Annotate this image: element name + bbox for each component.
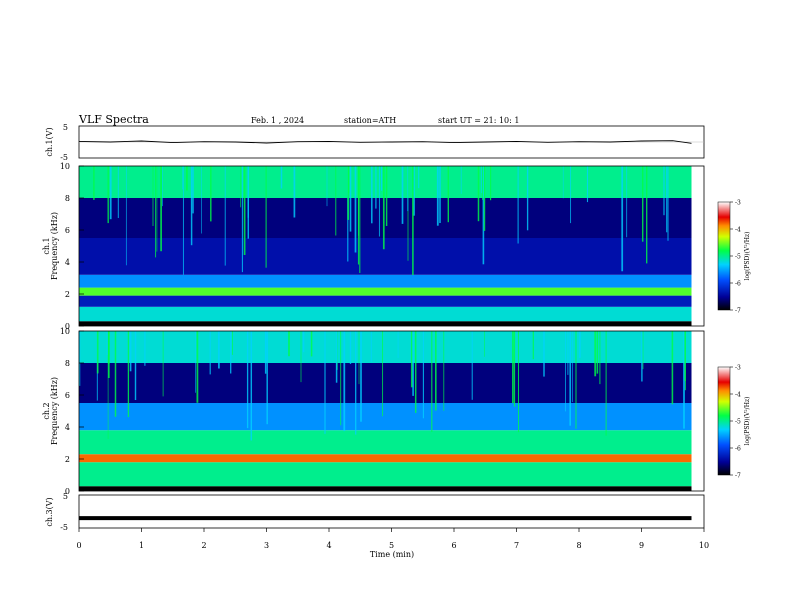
ch2-spec-band-5 <box>79 363 692 403</box>
ch2-spec-ytick-label: 6 <box>65 391 70 400</box>
ch2-spec-band-2 <box>79 454 692 463</box>
ch1-spectrogram-spikes <box>93 166 669 276</box>
ch2-colorbar-tick-label: -6 <box>735 446 741 453</box>
ch2-spectrogram-frame <box>78 330 705 492</box>
ch2-spectrogram-spikes <box>78 331 686 441</box>
ch1-colorbar-gradient <box>717 201 731 311</box>
ch1-spec-ytick-label: 8 <box>65 194 70 203</box>
time-tick-label: 2 <box>201 541 206 550</box>
ch2-channel-label: ch.2 <box>42 402 51 419</box>
ch1-colorbar-tick-label: -6 <box>735 281 741 288</box>
ch3-waveform-panel: 5 -5 ch.3(V) 0 1 2 3 4 5 6 7 8 9 10 Time (min) <box>45 492 709 559</box>
ch3-ytick-top: 5 <box>63 492 68 501</box>
ch2-colorbar-tick-label: -4 <box>735 392 741 399</box>
ch1-ytick-bottom: -5 <box>60 153 68 162</box>
ch1-colorbar-tick-label: -4 <box>735 227 741 234</box>
ch1-spec-ytick-label: 4 <box>65 258 70 267</box>
ch2-spectrogram-panel: 0 2 4 6 8 10 ch.2 Frequency (kHz) <box>42 327 705 496</box>
figure-title: VLF Spectra <box>78 113 149 126</box>
ch2-colorbar-label: log(PSD)(V²/Hz) <box>744 397 751 446</box>
ch2-colorbar-tick-label: -7 <box>735 473 741 480</box>
ch1-ytick-top: 5 <box>63 123 68 132</box>
ch1-spec-band-6 <box>79 198 692 238</box>
time-tick-label: 7 <box>514 541 519 550</box>
time-tick-label: 9 <box>639 541 644 550</box>
ch2-spec-ytick-label: 8 <box>65 359 70 368</box>
time-tick-label: 6 <box>451 541 456 550</box>
ch2-spec-band-6 <box>79 331 692 363</box>
ch1-spec-band-0 <box>79 321 692 326</box>
ch2-spec-ytick-label: 4 <box>65 423 70 432</box>
ch1-colorbar-ticks: -3 -4 -5 -6 -7 <box>730 200 741 315</box>
time-tick-label: 10 <box>699 541 709 550</box>
time-tick-label: 1 <box>139 541 144 550</box>
time-axis-label: Time (min) <box>370 550 414 559</box>
ch1-spectrogram-yticks: 0 2 4 6 8 10 <box>60 162 84 331</box>
ch1-spec-band-4 <box>79 274 692 288</box>
ch1-spec-ytick-label: 2 <box>65 290 70 299</box>
ch1-spec-ytick-label: 10 <box>60 162 70 171</box>
date-label: Feb. 1 , 2024 <box>251 116 304 125</box>
ch2-colorbar: -3 -4 -5 -6 -7 log(PSD)(V²/Hz) <box>717 365 751 480</box>
time-tick-label: 0 <box>76 541 81 550</box>
time-tick-label: 8 <box>576 541 581 550</box>
ch2-spectrogram-image <box>79 331 704 491</box>
ch1-spectrogram-panel: 0 2 4 6 8 10 ch.1 Frequency (kHz) <box>42 162 705 331</box>
station-label: station=ATH <box>344 116 396 125</box>
time-tick-label: 5 <box>389 541 394 550</box>
ch1-spectrogram-image <box>79 166 704 326</box>
ch1-colorbar: -3 -4 -5 -6 -7 log(PSD)(V²/Hz) <box>717 200 751 315</box>
ch1-spectrogram-frame <box>78 165 705 327</box>
ch2-spec-band-4 <box>79 403 692 431</box>
time-tick-label: 3 <box>264 541 269 550</box>
ch2-spec-ytick-label: 10 <box>60 327 70 336</box>
ch1-colorbar-label: log(PSD)(V²/Hz) <box>744 232 751 281</box>
time-tick-label: 4 <box>326 541 331 550</box>
ch2-colorbar-ticks: -3 -4 -5 -6 -7 <box>730 365 741 480</box>
ch1-spec-band-7 <box>79 166 692 198</box>
ch3-ytick-bottom: -5 <box>60 523 68 532</box>
ch2-frequency-label: Frequency (kHz) <box>50 377 59 445</box>
ch1-colorbar-tick-label: -5 <box>735 254 741 261</box>
ch2-colorbar-tick-label: -3 <box>735 365 741 372</box>
time-axis-ticks: 0 1 2 3 4 5 6 7 8 9 10 <box>76 528 709 550</box>
ch2-colorbar-gradient <box>717 366 731 476</box>
ch2-spec-band-1 <box>79 462 692 487</box>
ch2-colorbar-tick-label: -5 <box>735 419 741 426</box>
ch2-spectrogram-yticks: 0 2 4 6 8 10 <box>60 327 84 496</box>
ch2-spec-ytick-label: 0 <box>65 487 70 496</box>
ch1-trace <box>78 140 692 144</box>
ch1-spec-ytick-label: 6 <box>65 226 70 235</box>
ch2-spec-band-3 <box>79 430 692 455</box>
ch2-spec-band-0 <box>79 486 692 491</box>
ch1-spec-band-3 <box>79 287 692 296</box>
ch1-frequency-label: Frequency (kHz) <box>50 212 59 280</box>
start-time-label: start UT = 21: 10: 1 <box>438 116 519 125</box>
ch1-ylabel: ch.1(V) <box>45 127 54 156</box>
ch1-channel-label: ch.1 <box>42 237 51 254</box>
ch1-spec-band-2 <box>79 295 692 307</box>
ch1-colorbar-tick-label: -3 <box>735 200 741 207</box>
ch1-spec-ytick-label: 0 <box>65 322 70 331</box>
ch3-ylabel: ch.3(V) <box>45 497 54 526</box>
ch1-colorbar-tick-label: -7 <box>735 308 741 315</box>
ch2-spec-ytick-label: 2 <box>65 455 70 464</box>
ch1-spec-band-1 <box>79 306 692 322</box>
ch1-spec-band-5 <box>79 238 692 275</box>
ch1-waveform-panel: 5 -5 ch.1(V) <box>45 123 705 162</box>
ch3-waveform-frame <box>78 494 705 529</box>
